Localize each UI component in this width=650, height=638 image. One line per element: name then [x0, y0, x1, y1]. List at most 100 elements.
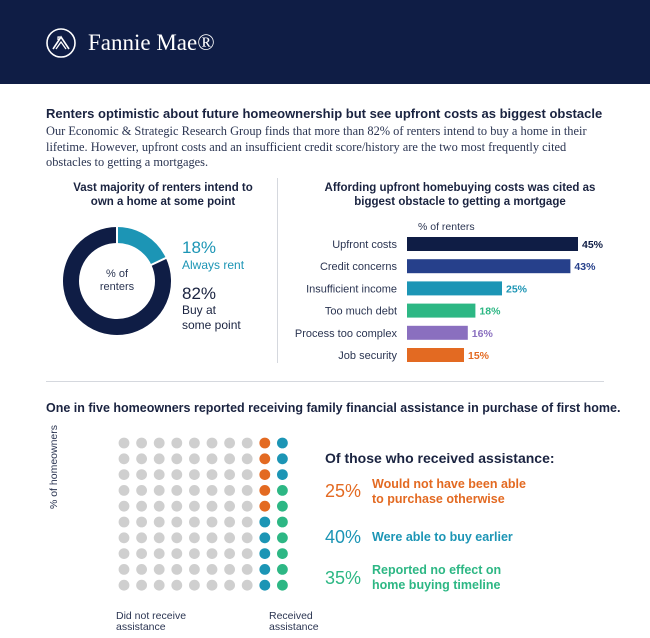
bar-credit-concerns [407, 259, 571, 274]
assist-text-2: Were able to buy earlier [372, 530, 513, 545]
waffle-dot [241, 548, 253, 559]
waffle-dot [241, 437, 253, 449]
waffle-dot [277, 532, 288, 544]
waffle-dot [224, 579, 235, 591]
bar-upfront-costs [407, 237, 578, 251]
waffle-dot [277, 437, 288, 449]
waffle-dot [224, 469, 235, 480]
waffle-dot [153, 485, 165, 496]
donut-chart [63, 226, 171, 335]
waffle-dot [171, 469, 183, 480]
bar-category-label: Process too complex [295, 328, 398, 340]
waffle-dot [118, 532, 130, 544]
assistance-title: Of those who received assistance: [325, 450, 555, 466]
donut-title-line2: own a home at some point [90, 196, 236, 208]
assist-pct-3: 35% [325, 568, 362, 588]
waffle-dot [241, 532, 253, 544]
bar-chart-title: Affording upfront homebuying costs was c… [290, 181, 630, 209]
waffle-dot [206, 564, 218, 575]
waffle-dot [171, 516, 183, 528]
left-label-line1: Did not receive [116, 610, 187, 622]
waffle-dot [206, 548, 218, 559]
assist-text-3-line2: home buying timeline [372, 578, 501, 592]
waffle-dot [153, 564, 165, 575]
assist-text-1-line2: to purchase otherwise [372, 492, 505, 506]
waffle-dot [206, 532, 218, 544]
bar-caption: % of renters [418, 221, 475, 233]
waffle-dot [136, 516, 147, 528]
waffle-right-label: Received assistance [269, 611, 319, 633]
bar-value-label: 18% [479, 306, 501, 318]
waffle-dot [153, 500, 165, 512]
waffle-dot [136, 453, 147, 465]
assist-text-3-line1: Reported no effect on [372, 563, 502, 577]
waffle-dot [118, 437, 130, 449]
waffle-dot [224, 453, 235, 465]
waffle-dot [224, 516, 235, 528]
bar-category-label: Credit concerns [320, 261, 398, 273]
assist-text-1-line1: Would not have been able [372, 477, 526, 491]
waffle-dot [277, 579, 288, 591]
waffle-dot [189, 532, 200, 544]
waffle-dot [224, 485, 235, 496]
bar-value-label: 25% [506, 283, 528, 295]
section1-title: Renters optimistic about future homeowne… [46, 106, 603, 121]
horizontal-divider [46, 381, 604, 382]
waffle-dot [153, 516, 165, 528]
right-label-line1: Received [269, 610, 313, 622]
waffle-dot [206, 437, 218, 449]
waffle-dot [241, 500, 253, 512]
waffle-dot [136, 564, 147, 575]
donut-center-label: % of renters [62, 268, 172, 294]
waffle-dot [153, 548, 165, 559]
waffle-dot [118, 579, 130, 591]
waffle-dot [206, 579, 218, 591]
donut-slice-always-rent [116, 227, 166, 266]
donut-title: Vast majority of renters intend to own a… [58, 181, 268, 209]
waffle-chart [118, 437, 288, 591]
bar-chart: Upfront costs 45% Credit concerns 43% Insuff… [295, 237, 604, 362]
waffle-dot [153, 437, 165, 449]
waffle-dot [189, 453, 200, 465]
waffle-dot [153, 532, 165, 544]
waffle-dot [206, 469, 218, 480]
waffle-dot [206, 516, 218, 528]
waffle-dot [259, 579, 271, 591]
waffle-dot [171, 453, 183, 465]
buy-label-line2: some point [182, 318, 241, 332]
waffle-dot [136, 532, 147, 544]
waffle-dot [136, 579, 147, 591]
buy-label: Buy at some point [182, 303, 241, 333]
donut-center-line1: % of [105, 268, 128, 280]
waffle-dot [277, 453, 288, 465]
waffle-dot [259, 564, 271, 575]
assist-pct-1: 25% [325, 481, 362, 501]
waffle-dot [136, 548, 147, 559]
bar-category-label: Insufficient income [306, 283, 397, 295]
bar-value-label: 15% [468, 350, 490, 362]
waffle-dot [171, 532, 183, 544]
bar-value-label: 43% [574, 261, 596, 273]
buy-percent: 82% [182, 284, 217, 303]
bar-insufficient-income [407, 281, 502, 296]
section2-title: One in five homeowners reported receivin… [46, 401, 621, 415]
waffle-dot [136, 437, 147, 449]
waffle-dot [241, 564, 253, 575]
right-label-line2: assistance [269, 621, 319, 633]
bar-title-line1: Affording upfront homebuying costs was c… [324, 182, 596, 194]
waffle-dot [136, 485, 147, 496]
waffle-dot [171, 485, 183, 496]
waffle-dot [171, 564, 183, 575]
rent-label: Always rent [182, 258, 245, 272]
waffle-dot [241, 469, 253, 480]
assist-pct-2: 40% [325, 527, 362, 547]
waffle-dot [189, 564, 200, 575]
fannie-mae-logo-icon [46, 28, 76, 58]
waffle-dot [224, 532, 235, 544]
waffle-dot [277, 485, 288, 496]
waffle-dot [259, 469, 271, 480]
waffle-dot [277, 516, 288, 528]
waffle-dot [171, 500, 183, 512]
rent-percent: 18% [182, 238, 217, 257]
waffle-dot [189, 500, 200, 512]
